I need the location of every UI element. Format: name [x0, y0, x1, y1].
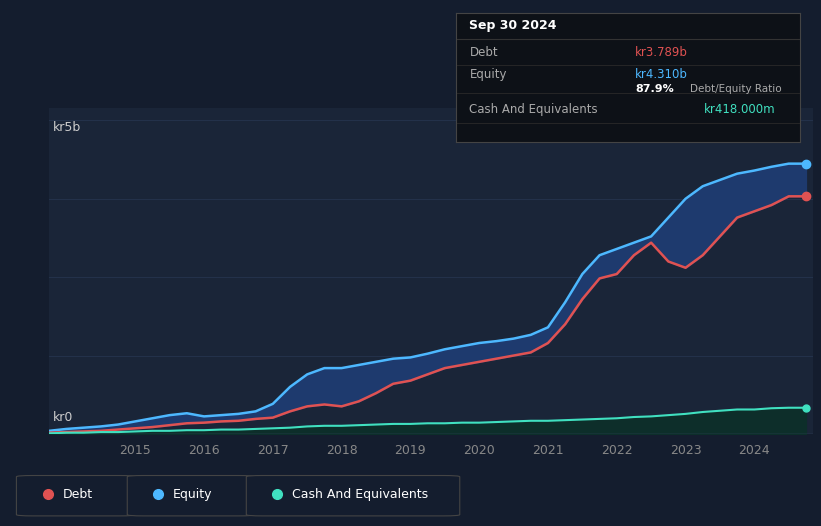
Text: kr4.310b: kr4.310b [635, 68, 688, 81]
Text: kr3.789b: kr3.789b [635, 46, 688, 59]
Text: kr418.000m: kr418.000m [704, 103, 776, 116]
Text: Equity: Equity [173, 488, 213, 501]
FancyBboxPatch shape [16, 476, 135, 516]
Text: kr0: kr0 [53, 411, 73, 424]
Text: kr5b: kr5b [53, 121, 81, 134]
Text: Debt/Equity Ratio: Debt/Equity Ratio [690, 84, 782, 94]
FancyBboxPatch shape [127, 476, 255, 516]
Text: Debt: Debt [470, 46, 498, 59]
Text: Sep 30 2024: Sep 30 2024 [470, 19, 557, 32]
Text: 87.9%: 87.9% [635, 84, 674, 94]
Text: Equity: Equity [470, 68, 507, 81]
FancyBboxPatch shape [246, 476, 460, 516]
Text: Cash And Equivalents: Cash And Equivalents [292, 488, 429, 501]
Text: Cash And Equivalents: Cash And Equivalents [470, 103, 598, 116]
Text: Debt: Debt [62, 488, 93, 501]
